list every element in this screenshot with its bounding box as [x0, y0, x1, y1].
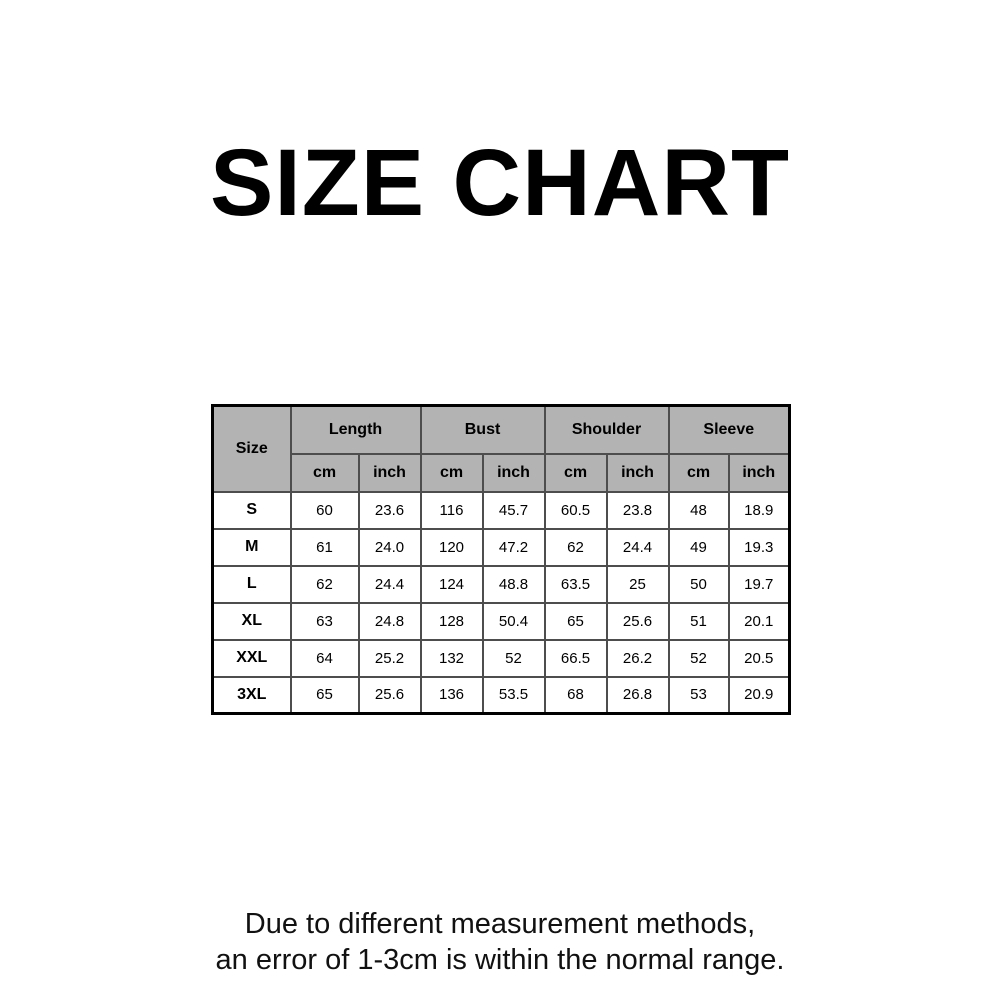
unit-header: inch — [605, 452, 670, 493]
size-label: S — [211, 490, 292, 530]
measurement-cell: 66.5 — [543, 638, 608, 678]
measurement-cell: 25 — [605, 564, 670, 604]
measurement-cell: 128 — [419, 601, 484, 641]
measurement-cell: 51 — [667, 601, 730, 641]
size-chart-table: Size Length Bust Shoulder Sleeve cm inch… — [211, 404, 792, 715]
measurement-cell: 52 — [667, 638, 730, 678]
measurement-cell: 53 — [667, 675, 730, 715]
measurement-cell: 50.4 — [481, 601, 546, 641]
measurement-cell: 18.9 — [727, 490, 791, 530]
measurement-cell: 20.1 — [727, 601, 791, 641]
size-label: XL — [211, 601, 292, 641]
measurement-cell: 48.8 — [481, 564, 546, 604]
measurement-cell: 60.5 — [543, 490, 608, 530]
measurement-cell: 25.2 — [357, 638, 422, 678]
measurement-cell: 47.2 — [481, 527, 546, 567]
unit-header: inch — [357, 452, 422, 493]
measurement-cell: 136 — [419, 675, 484, 715]
measurement-cell: 68 — [543, 675, 608, 715]
measurement-cell: 60 — [289, 490, 360, 530]
table-row-l: L 62 24.4 124 48.8 63.5 25 50 19.7 — [211, 564, 791, 604]
size-label: 3XL — [211, 675, 292, 715]
measurement-cell: 62 — [289, 564, 360, 604]
measurement-cell: 61 — [289, 527, 360, 567]
measurement-cell: 25.6 — [357, 675, 422, 715]
measurement-cell: 116 — [419, 490, 484, 530]
unit-header: cm — [289, 452, 360, 493]
table-row-m: M 61 24.0 120 47.2 62 24.4 49 19.3 — [211, 527, 791, 567]
measurement-cell: 63 — [289, 601, 360, 641]
table-header-group-row: Size Length Bust Shoulder Sleeve — [211, 404, 791, 493]
measurement-cell: 53.5 — [481, 675, 546, 715]
measurement-cell: 24.4 — [605, 527, 670, 567]
table-row-xxl: XXL 64 25.2 132 52 66.5 26.2 52 20.5 — [211, 638, 791, 678]
measurement-cell: 120 — [419, 527, 484, 567]
measurement-cell: 20.5 — [727, 638, 791, 678]
measurement-cell: 24.8 — [357, 601, 422, 641]
measurement-cell: 63.5 — [543, 564, 608, 604]
measurement-cell: 26.2 — [605, 638, 670, 678]
size-label: L — [211, 564, 292, 604]
unit-header: inch — [727, 452, 791, 493]
group-header-shoulder: Shoulder — [543, 404, 670, 455]
measurement-cell: 132 — [419, 638, 484, 678]
measurement-cell: 49 — [667, 527, 730, 567]
measurement-cell: 124 — [419, 564, 484, 604]
measurement-cell: 62 — [543, 527, 608, 567]
measurement-cell: 65 — [543, 601, 608, 641]
table-header-unit-row: cm inch cm inch cm inch cm inch — [213, 452, 791, 493]
measurement-note: Due to different measurement methods, an… — [0, 906, 1000, 978]
measurement-cell: 19.7 — [727, 564, 791, 604]
unit-header: cm — [419, 452, 484, 493]
measurement-cell: 25.6 — [605, 601, 670, 641]
group-header-length: Length — [289, 404, 422, 455]
table-row-s: S 60 23.6 116 45.7 60.5 23.8 48 18.9 — [211, 490, 791, 530]
measurement-cell: 26.8 — [605, 675, 670, 715]
unit-header: cm — [667, 452, 730, 493]
measurement-cell: 19.3 — [727, 527, 791, 567]
measurement-cell: 23.6 — [357, 490, 422, 530]
unit-header: cm — [543, 452, 608, 493]
size-label: XXL — [211, 638, 292, 678]
measurement-cell: 50 — [667, 564, 730, 604]
measurement-cell: 23.8 — [605, 490, 670, 530]
measurement-note-line-2: an error of 1-3cm is within the normal r… — [215, 944, 785, 976]
group-header-sleeve: Sleeve — [667, 404, 791, 455]
table-row-3xl: 3XL 65 25.6 136 53.5 68 26.8 53 20.9 — [211, 675, 791, 715]
measurement-cell: 45.7 — [481, 490, 546, 530]
measurement-cell: 24.4 — [357, 564, 422, 604]
measurement-cell: 52 — [481, 638, 546, 678]
corner-header-size: Size — [211, 404, 292, 493]
table-row-xl: XL 63 24.8 128 50.4 65 25.6 51 20.1 — [211, 601, 791, 641]
measurement-cell: 65 — [289, 675, 360, 715]
unit-header: inch — [481, 452, 546, 493]
page-title: SIZE CHART — [210, 130, 790, 236]
measurement-cell: 48 — [667, 490, 730, 530]
group-header-bust: Bust — [419, 404, 546, 455]
size-label: M — [211, 527, 292, 567]
measurement-cell: 24.0 — [357, 527, 422, 567]
measurement-cell: 20.9 — [727, 675, 791, 715]
measurement-note-line-1: Due to different measurement methods, — [244, 908, 756, 940]
measurement-cell: 64 — [289, 638, 360, 678]
